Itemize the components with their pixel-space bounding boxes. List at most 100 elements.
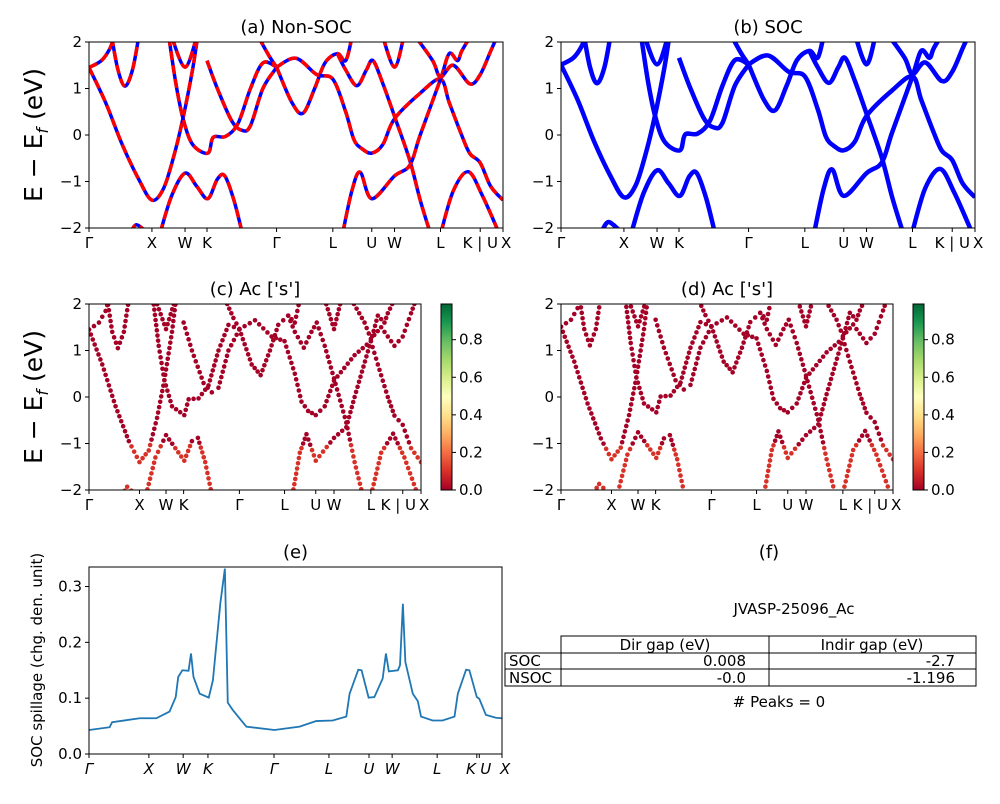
band-point — [638, 348, 643, 353]
band-point — [637, 319, 642, 324]
band-point — [824, 391, 829, 397]
band-point — [153, 421, 158, 426]
band-point — [301, 345, 307, 351]
band-point — [887, 452, 892, 457]
band-point — [242, 341, 247, 347]
table-header-dir-gap: Dir gap (eV) — [620, 636, 711, 654]
band-point — [126, 438, 132, 444]
band-point — [794, 294, 799, 299]
band-point — [163, 367, 169, 372]
band-point — [694, 330, 699, 335]
band-point — [573, 364, 579, 370]
band-point — [857, 308, 863, 313]
band-point — [800, 362, 806, 368]
band-point — [293, 377, 299, 382]
band-point — [101, 367, 107, 372]
band-point — [195, 435, 201, 441]
band-point — [682, 365, 688, 370]
band-point — [618, 478, 624, 484]
band-point — [152, 307, 157, 312]
band-point — [129, 488, 134, 490]
band-point — [349, 297, 354, 302]
band-point — [779, 439, 785, 445]
band-point — [129, 444, 134, 449]
band-point — [362, 359, 368, 364]
band-point — [685, 355, 690, 360]
band-point — [834, 356, 840, 362]
band-point — [714, 339, 719, 344]
band-point — [358, 486, 364, 490]
table-row-nsoc-indir: -1.196 — [907, 669, 955, 687]
band-point — [568, 317, 574, 323]
band-point — [348, 409, 353, 415]
band-point — [96, 352, 101, 357]
band-point — [290, 324, 295, 329]
band-point — [247, 320, 253, 326]
band-point — [399, 450, 405, 456]
band-point — [134, 454, 140, 460]
band-point — [562, 334, 568, 340]
band-point — [810, 367, 816, 372]
band-point — [842, 484, 847, 489]
band-point — [337, 398, 343, 403]
band-point — [768, 452, 774, 458]
band-point — [886, 294, 891, 299]
band-point — [794, 340, 800, 346]
panel-title: (a) Non-SOC — [240, 17, 351, 38]
band-point — [318, 331, 324, 337]
band-point — [351, 304, 357, 307]
band-point — [193, 359, 199, 364]
band-point — [630, 352, 635, 357]
band-point — [698, 319, 703, 325]
band-point — [335, 311, 340, 317]
band-point — [237, 326, 242, 332]
band-point — [686, 350, 692, 355]
band-point — [146, 448, 152, 453]
band-point — [402, 455, 407, 460]
band-point — [395, 440, 400, 446]
x-tick-label: L — [329, 234, 338, 252]
band-point — [348, 442, 354, 448]
band-point — [322, 297, 327, 302]
band-point — [688, 382, 693, 388]
band-point — [375, 362, 381, 367]
band-line-dashed — [382, 42, 405, 69]
band-point — [673, 452, 679, 457]
band-point — [143, 452, 148, 457]
band-point — [710, 329, 716, 334]
band-point — [245, 352, 251, 357]
band-point — [869, 442, 875, 448]
band-point — [406, 316, 412, 322]
band-point — [785, 455, 791, 461]
band-point — [340, 409, 346, 414]
band-point — [633, 369, 638, 375]
band-point — [390, 431, 396, 437]
spillage-ylabel: SOC spillage (chg. den. unit) — [28, 553, 46, 768]
band-point — [874, 425, 880, 431]
band-point — [580, 385, 585, 391]
band-point — [124, 307, 130, 313]
band-point — [621, 434, 626, 440]
band-point — [761, 357, 766, 363]
band-point — [228, 342, 234, 348]
band-point — [244, 347, 249, 352]
ylabel-subscript: f — [33, 126, 52, 134]
band-point — [641, 326, 647, 332]
band-point — [571, 359, 577, 364]
band-point — [821, 294, 826, 299]
band-point — [378, 373, 384, 378]
band-point — [380, 378, 386, 384]
band-point — [108, 318, 113, 324]
band-point — [703, 334, 709, 340]
band-point — [261, 326, 266, 331]
band-point — [185, 448, 191, 454]
band-point — [267, 348, 273, 353]
band-point — [302, 404, 308, 409]
band-point — [224, 327, 229, 333]
ylabel-main: E − E — [19, 396, 48, 464]
band-point — [328, 440, 333, 445]
band-point — [860, 336, 866, 341]
band-point — [256, 322, 262, 327]
band-point — [803, 324, 809, 329]
